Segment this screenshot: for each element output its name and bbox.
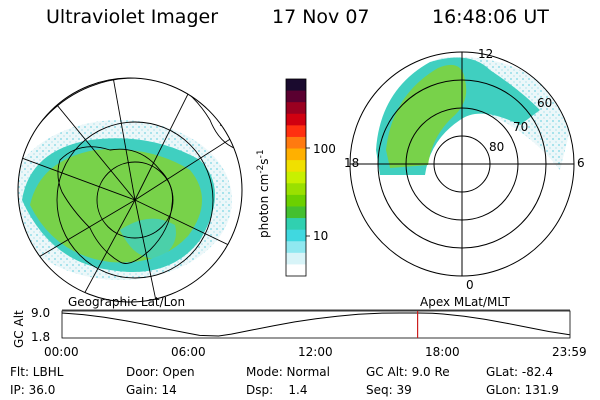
status-glat: GLat: -82.4 [486, 365, 553, 379]
plot-ytick-high: 9.0 [31, 306, 51, 320]
status-door: Door: Open [126, 365, 195, 379]
time-label: 16:48:06 UT [432, 6, 549, 28]
date-label: 17 Nov 07 [272, 6, 370, 28]
mlt-label-12: 12 [478, 47, 494, 61]
colorbar-unit-label: photon cm-2s-1 [256, 149, 271, 238]
left-map [17, 77, 243, 303]
left-coastline [57, 146, 173, 264]
status-gain: Gain: 14 [126, 383, 177, 397]
left-map-caption: Geographic Lat/Lon [68, 295, 186, 309]
right-map-caption: Apex MLat/MLT [420, 295, 510, 309]
plot-ytick-low: 1.8 [31, 330, 51, 344]
x-tick-3: 18:00 [425, 345, 460, 359]
colorbar-segment [286, 241, 306, 254]
status-gc-alt: GC Alt: 9.0 Re [366, 365, 450, 379]
colorbar-segment [286, 102, 306, 115]
altitude-plot [61, 309, 571, 339]
right-grid [349, 51, 575, 277]
colorbar-segment [286, 125, 306, 138]
colorbar-segment [286, 206, 306, 219]
colorbar-segment [286, 218, 306, 231]
colorbar-segment [286, 171, 306, 184]
x-tick-1: 06:00 [171, 345, 206, 359]
mlat-label-80: 80 [489, 140, 505, 154]
colorbar-segment [286, 160, 306, 173]
status-dsp: Dsp: 1.4 [246, 383, 308, 397]
colorbar-segment [286, 90, 306, 103]
colorbar-tick-100: 100 [313, 142, 336, 156]
x-tick-0: 00:00 [44, 345, 79, 359]
plot-frame [61, 310, 571, 339]
x-tick-2: 12:00 [298, 345, 333, 359]
right-emission-inner [386, 64, 467, 168]
x-tick-4: 23:59 [552, 345, 587, 359]
colorbar-segment [286, 148, 306, 161]
mlt-label-0: 0 [466, 278, 474, 292]
colorbar-segment [286, 252, 306, 265]
app-title: Ultraviolet Imager [46, 6, 219, 28]
colorbar-segment [286, 194, 306, 207]
status-glon: GLon: 131.9 [486, 383, 559, 397]
colorbar-segment [286, 79, 306, 92]
plot-ylabel: GC Alt [12, 310, 26, 348]
colorbar-tick-10: 10 [313, 229, 329, 243]
mlt-label-18: 18 [344, 156, 360, 170]
colorbar-segment [286, 264, 306, 277]
mlat-label-70: 70 [513, 120, 529, 134]
colorbar-segment [286, 113, 306, 126]
colorbar-segment [286, 183, 306, 196]
mlt-label-6: 6 [577, 156, 585, 170]
colorbar-segment [286, 136, 306, 150]
status-seq: Seq: 39 [366, 383, 412, 397]
mlat-label-60: 60 [537, 96, 553, 110]
altitude-series-line [61, 312, 570, 337]
right-map [349, 51, 575, 277]
left-lat-circles [18, 78, 242, 302]
status-ip: IP: 36.0 [10, 383, 56, 397]
colorbar [286, 79, 306, 277]
colorbar-frame [285, 78, 307, 277]
status-filter: Flt: LBHL [10, 365, 64, 379]
colorbar-segment [286, 229, 306, 242]
status-mode: Mode: Normal [246, 365, 330, 379]
